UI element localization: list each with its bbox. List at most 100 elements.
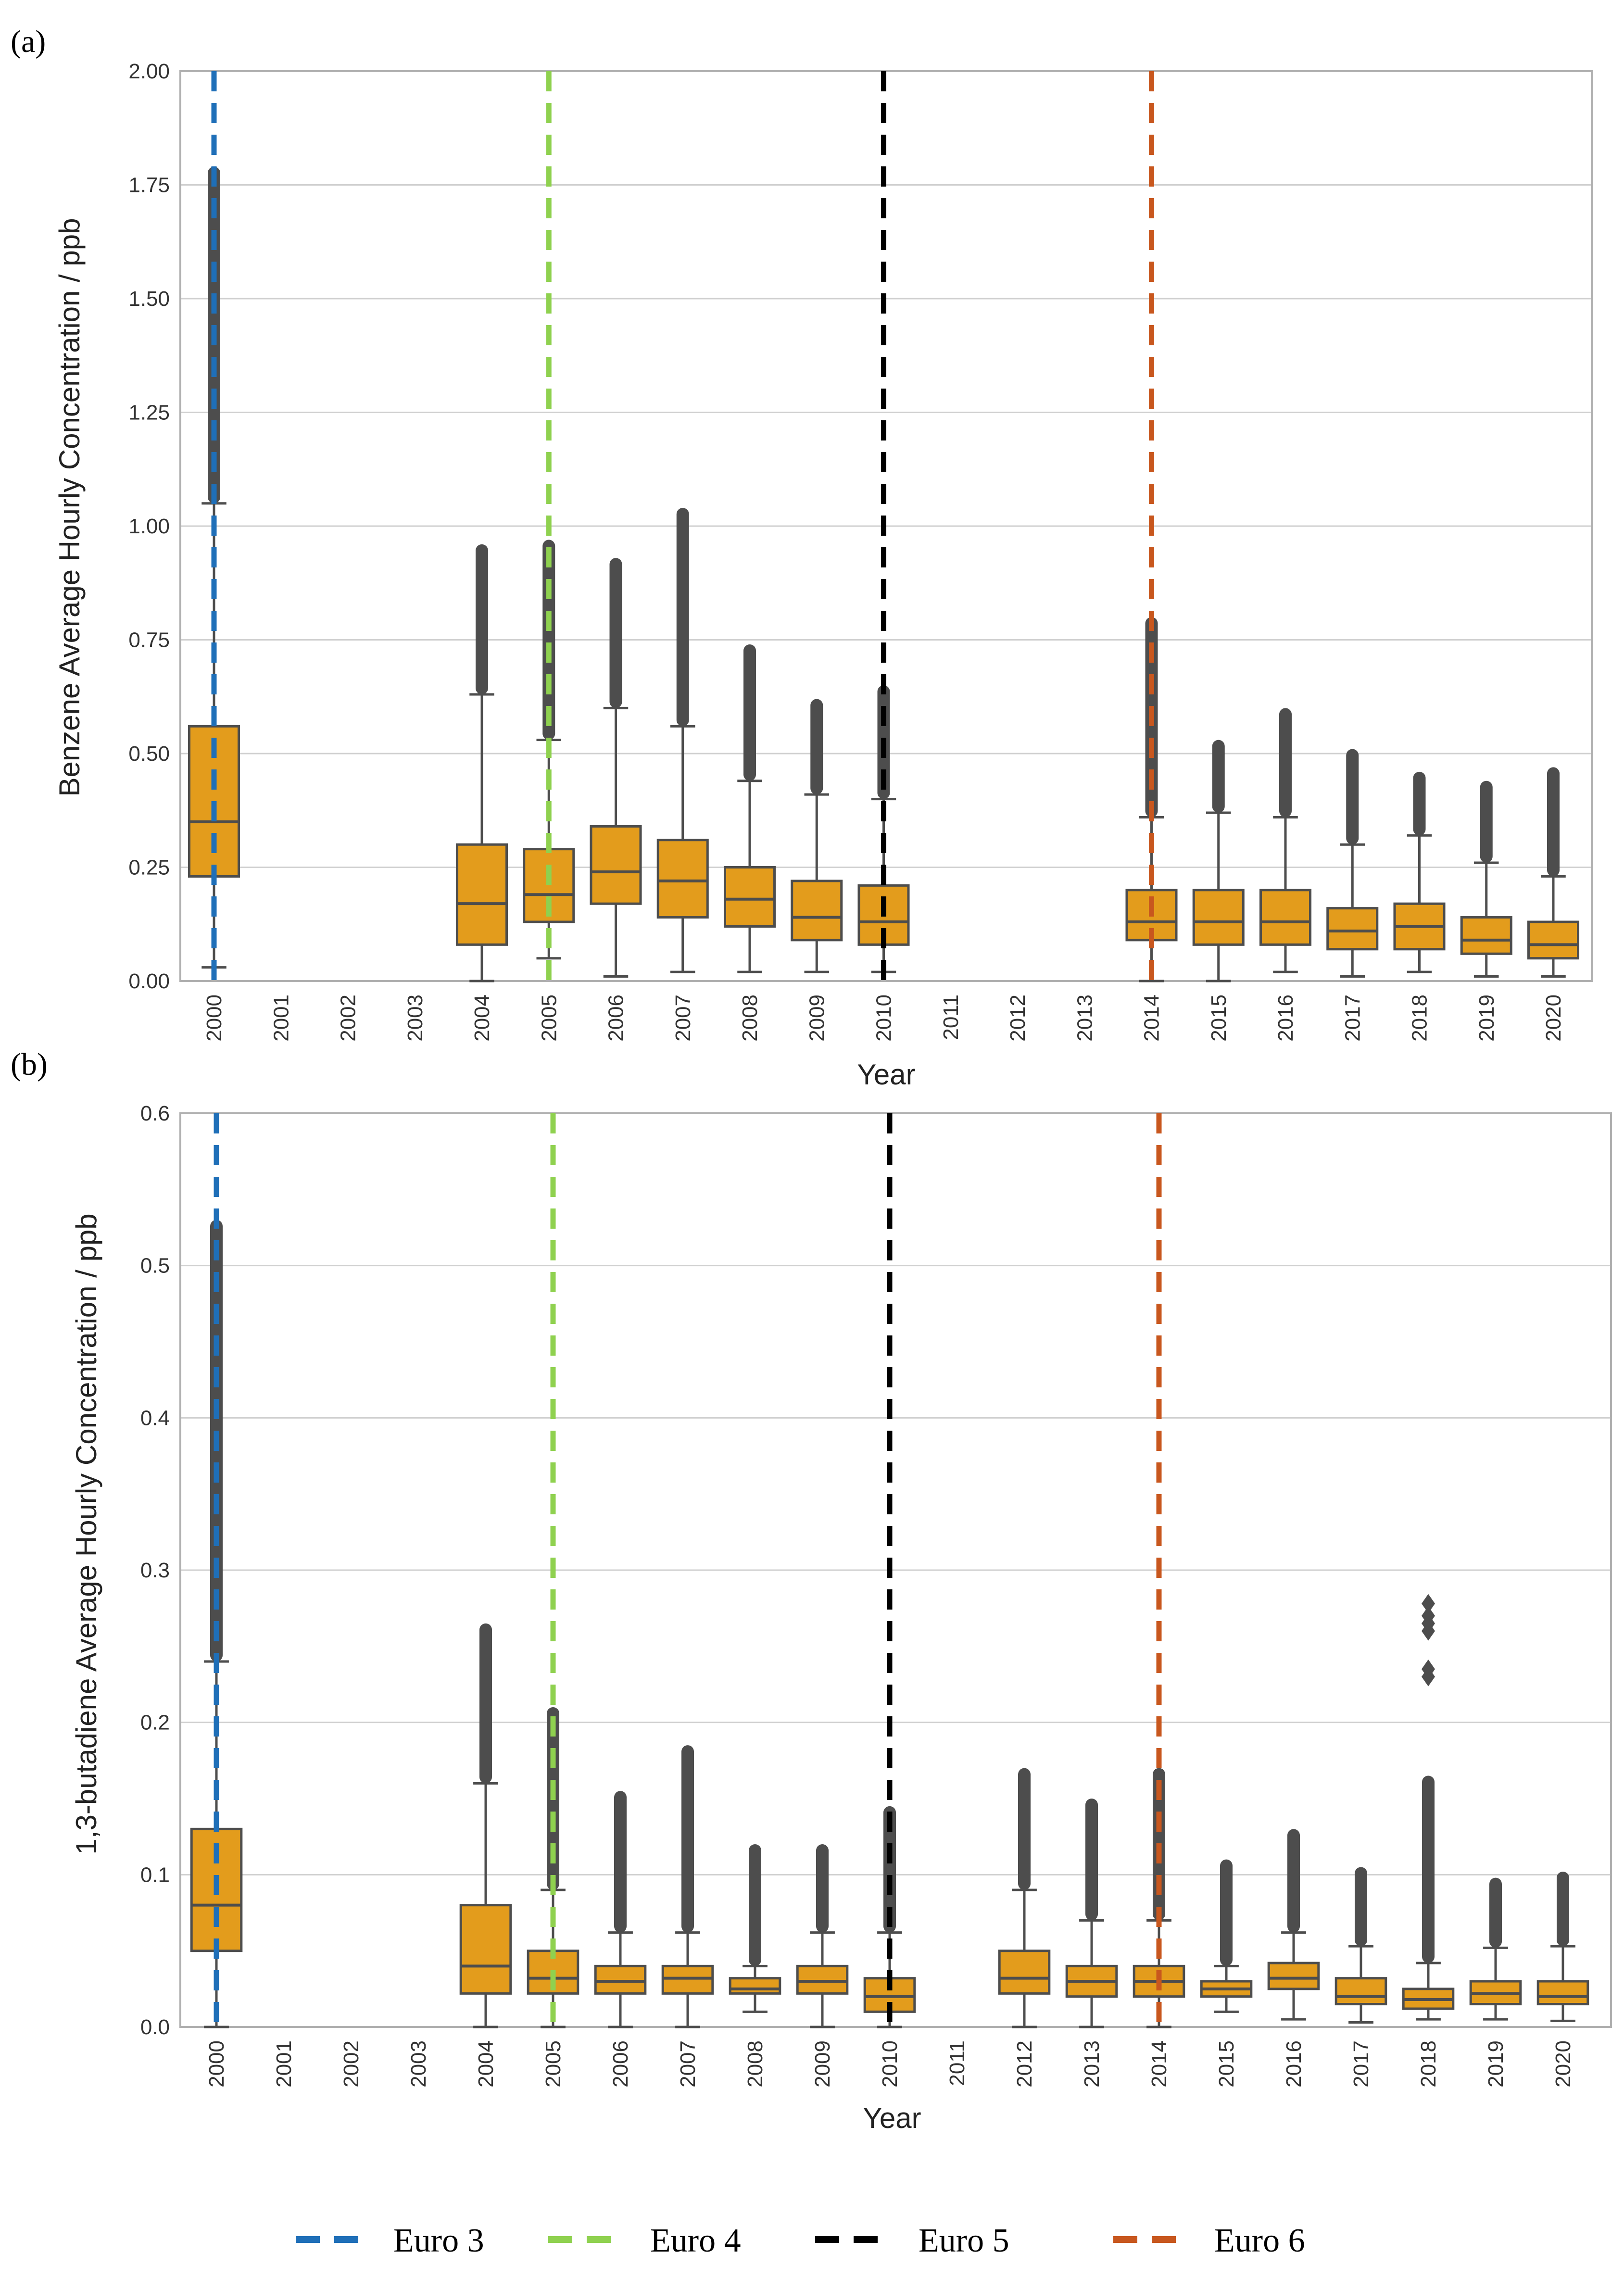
panel-a-x-axis-title: Year bbox=[857, 1058, 915, 1091]
outlier-band bbox=[816, 1844, 829, 1933]
panel-b-box-2006 bbox=[594, 1791, 647, 2028]
iqr-box bbox=[1527, 920, 1580, 960]
outlier-band bbox=[883, 1806, 896, 1933]
panel-a-x-tick-label: 2007 bbox=[671, 994, 695, 1042]
panel-a-x-tick-label: 2012 bbox=[1006, 994, 1030, 1042]
panel-a-x-tick-label: 2006 bbox=[604, 994, 628, 1042]
iqr-box bbox=[656, 839, 709, 919]
panel-b-x-tick-label: 2018 bbox=[1417, 2040, 1440, 2088]
panel-a-box-2006 bbox=[590, 558, 642, 978]
outlier-band bbox=[1489, 1877, 1502, 1948]
panel-a-y-tick-label: 0.50 bbox=[128, 742, 170, 766]
panel-b-x-tick-label: 2020 bbox=[1551, 2040, 1575, 2088]
panel-a-x-tick-label: 2001 bbox=[269, 994, 293, 1042]
outlier-band bbox=[1480, 780, 1493, 863]
outlier-band bbox=[1413, 771, 1426, 836]
panel-a-x-tick-label: 2020 bbox=[1542, 994, 1565, 1042]
outlier-band bbox=[1547, 767, 1560, 877]
panel-a-x-tick-label: 2017 bbox=[1341, 994, 1364, 1042]
panel-a-plot: 0.00 0.25 0.50 0.75 1.00 1.25 1.50 1.75 2.00 2000… bbox=[128, 60, 1593, 1042]
panel-a-box-2005 bbox=[523, 540, 575, 960]
outlier-band bbox=[810, 699, 823, 795]
panel-a-y-tick-label: 1.75 bbox=[128, 174, 170, 197]
panel-b-x-tick-label: 2001 bbox=[272, 2040, 296, 2088]
panel-a-y-tick-label: 1.50 bbox=[128, 287, 170, 311]
panel-b-box-2008 bbox=[729, 1844, 781, 2013]
panel-a-x-tick-label: 2018 bbox=[1408, 994, 1432, 1042]
outlier-band bbox=[1085, 1799, 1098, 1921]
panel-b-x-tick-label: 2008 bbox=[743, 2040, 767, 2088]
outlier-band bbox=[1279, 708, 1292, 818]
panel-a-y-tick-label: 1.00 bbox=[128, 515, 170, 538]
panel-a-box-2007 bbox=[656, 508, 709, 973]
panel-a-x-tick-label: 2003 bbox=[403, 994, 427, 1042]
panel-b-x-tick-label: 2010 bbox=[878, 2040, 902, 2088]
panel-b-box-2017 bbox=[1334, 1867, 1387, 2024]
panel-b-y-tick-label: 0.3 bbox=[140, 1559, 170, 1582]
panel-b-box-2012 bbox=[998, 1768, 1051, 2028]
panel-a-box-2015 bbox=[1192, 740, 1245, 982]
iqr-box bbox=[791, 880, 843, 942]
panel-b-box-2018 bbox=[1402, 1594, 1455, 2021]
panel-b-plot: 0.0 0.1 0.2 0.3 0.4 0.5 0.6 2000 2001 2002 2003 200… bbox=[140, 1102, 1612, 2088]
panel-a-x-tick-label: 2008 bbox=[738, 994, 762, 1042]
panel-a-box-2009 bbox=[791, 699, 843, 973]
outlier-point bbox=[1422, 1594, 1435, 1613]
panel-b-box-2004 bbox=[459, 1623, 512, 2028]
panel-b-box-2009 bbox=[796, 1844, 849, 2028]
outlier-point bbox=[1422, 1606, 1435, 1625]
outlier-band bbox=[1220, 1859, 1233, 1966]
legend-entry-euro-4: Euro 4 bbox=[548, 2222, 741, 2259]
panel-a-box-2017 bbox=[1326, 749, 1379, 978]
legend-label-euro-3: Euro 3 bbox=[393, 2222, 484, 2259]
panel-b-x-tick-label: 2017 bbox=[1349, 2040, 1373, 2088]
outlier-point bbox=[1422, 1659, 1435, 1679]
panel-a-y-tick-label: 0.75 bbox=[128, 629, 170, 652]
outlier-band bbox=[1212, 740, 1225, 813]
iqr-box bbox=[998, 1950, 1051, 1995]
panel-b-y-tick-label: 0.6 bbox=[140, 1102, 170, 1125]
iqr-box bbox=[1460, 916, 1512, 955]
panel-b-y-tick-label: 0.0 bbox=[140, 2015, 170, 2039]
outlier-band bbox=[1557, 1872, 1569, 1947]
iqr-box bbox=[459, 1904, 512, 1995]
panel-a-x-tick-label: 2009 bbox=[805, 994, 829, 1042]
panel-a-x-tick-label: 2016 bbox=[1274, 994, 1297, 1042]
outlier-band bbox=[614, 1791, 627, 1933]
outlier-band bbox=[609, 558, 622, 708]
iqr-box bbox=[661, 1964, 714, 1995]
outlier-band bbox=[749, 1844, 761, 1966]
panel-b-box-2013 bbox=[1065, 1799, 1118, 2028]
iqr-box bbox=[1259, 889, 1312, 946]
outlier-band bbox=[676, 508, 689, 727]
legend-label-euro-4: Euro 4 bbox=[650, 2222, 741, 2259]
panel-b-x-tick-label: 2002 bbox=[340, 2040, 363, 2088]
panel-a-x-tick-label: 2002 bbox=[337, 994, 360, 1042]
panel-a-x-tick-label: 2019 bbox=[1475, 994, 1498, 1042]
panel-a-x-tick-label: 2005 bbox=[537, 994, 561, 1042]
iqr-box bbox=[1267, 1962, 1320, 1990]
panel-b-box-2016 bbox=[1267, 1829, 1320, 2021]
panel-b: (b) 1,3-butadiene Average Hourly Concent… bbox=[11, 1047, 1612, 2134]
panel-a-x-tick-label: 2004 bbox=[470, 994, 494, 1042]
panel-a-y-tick-label: 2.00 bbox=[128, 60, 170, 83]
panel-a-box-2020 bbox=[1527, 767, 1580, 978]
legend-label-euro-5: Euro 5 bbox=[919, 2222, 1009, 2259]
panel-b-box-2007 bbox=[661, 1745, 714, 2028]
panel-a-x-tick-label: 2000 bbox=[202, 994, 226, 1042]
outlier-band bbox=[479, 1623, 492, 1784]
panel-b-x-tick-label: 2013 bbox=[1080, 2040, 1104, 2088]
panel-a-x-tick-label: 2010 bbox=[872, 994, 896, 1042]
iqr-box bbox=[729, 1977, 781, 1995]
outlier-band bbox=[1346, 749, 1359, 845]
iqr-box bbox=[455, 843, 508, 946]
legend: Euro 3 Euro 4 Euro 5 Euro 6 bbox=[296, 2222, 1305, 2259]
panel-a-label: (a) bbox=[11, 24, 46, 59]
panel-a-y-axis-title: Benzene Average Hourly Concentration / p… bbox=[53, 218, 86, 796]
panel-a: (a) Benzene Average Hourly Concentration… bbox=[11, 24, 1593, 1091]
panel-b-x-tick-label: 2006 bbox=[609, 2040, 632, 2088]
panel-b-x-tick-label: 2000 bbox=[205, 2040, 228, 2088]
iqr-box bbox=[1334, 1977, 1387, 2005]
panel-a-x-tick-label: 2015 bbox=[1207, 994, 1231, 1042]
